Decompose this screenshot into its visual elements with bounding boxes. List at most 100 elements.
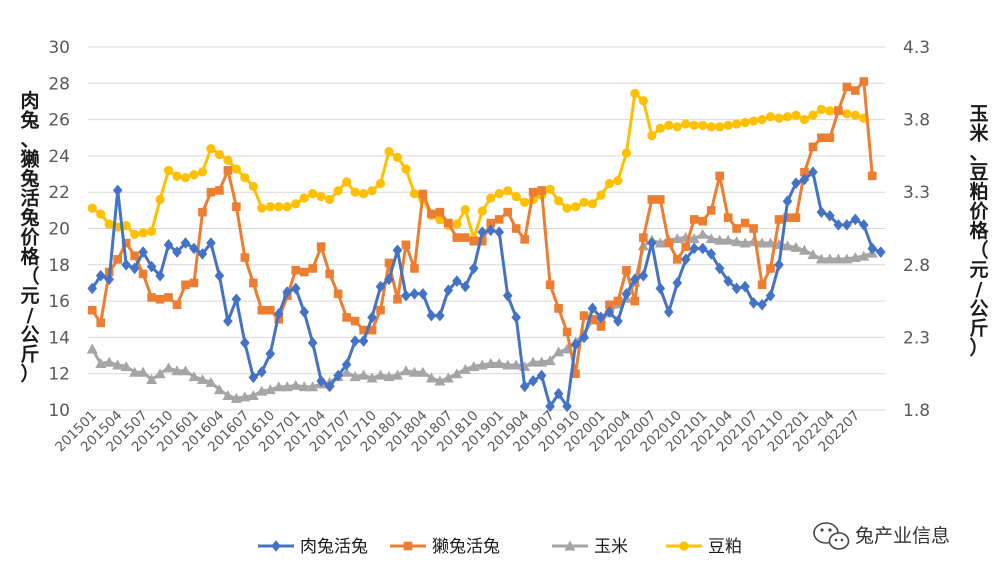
data-point	[164, 293, 173, 302]
data-point	[664, 120, 674, 131]
data-point	[427, 209, 436, 219]
legend-label: 玉米	[594, 537, 628, 557]
data-point	[536, 369, 547, 382]
y-right-title-char: 、	[969, 142, 988, 164]
data-point	[87, 282, 98, 295]
y-left-title-char: 、	[20, 129, 39, 151]
data-point	[807, 249, 819, 260]
y-left-title-char: 兔	[19, 167, 39, 190]
data-point	[215, 186, 224, 195]
data-point	[765, 112, 776, 122]
data-point	[834, 106, 843, 115]
data-point	[410, 264, 419, 273]
data-point	[307, 337, 318, 349]
data-point	[188, 371, 200, 382]
data-point	[544, 355, 556, 366]
data-point	[239, 391, 251, 402]
data-point	[858, 250, 870, 261]
data-point	[358, 335, 369, 347]
data-point	[731, 282, 742, 295]
data-point	[849, 252, 861, 263]
y-right-tick-label: 1.8	[903, 401, 930, 421]
data-point	[654, 237, 666, 248]
data-point	[325, 194, 335, 205]
data-point	[672, 122, 682, 132]
data-point	[672, 277, 683, 289]
data-point	[452, 275, 462, 287]
data-point	[613, 175, 623, 186]
data-point	[316, 191, 326, 202]
data-point	[689, 215, 699, 224]
data-point	[264, 384, 276, 395]
data-point	[426, 309, 437, 322]
data-point	[112, 184, 123, 197]
data-point	[274, 202, 284, 212]
legend-label: 獭兔活兔	[432, 537, 500, 557]
data-point	[554, 304, 563, 313]
data-point	[477, 226, 488, 238]
data-point	[257, 305, 267, 315]
data-point	[121, 259, 131, 271]
y-left-title-char: /	[27, 305, 34, 327]
y-right-title-char: （	[969, 239, 988, 262]
data-point	[875, 246, 886, 258]
data-point	[656, 195, 665, 204]
y-left-title-char: 元	[20, 285, 39, 307]
data-point	[86, 343, 98, 354]
data-point	[808, 110, 818, 120]
data-point	[740, 218, 750, 228]
data-point	[613, 296, 623, 306]
y-left-title-char: 肉	[20, 89, 39, 112]
data-point	[155, 294, 165, 304]
data-point	[299, 267, 309, 277]
data-point	[256, 385, 268, 396]
data-point	[622, 265, 631, 275]
data-point	[468, 262, 479, 275]
data-point	[206, 187, 216, 197]
data-point	[570, 338, 581, 351]
data-point	[596, 322, 606, 331]
legend-label: 肉兔活兔	[300, 537, 368, 557]
data-point	[842, 109, 852, 119]
data-point	[850, 110, 860, 120]
data-point	[476, 359, 488, 370]
data-point	[757, 280, 767, 290]
data-point	[223, 315, 233, 327]
data-point	[604, 178, 615, 189]
data-point	[672, 255, 682, 264]
data-point	[774, 259, 784, 271]
y-left-title-char: 价	[20, 227, 40, 249]
y-right-title-char: 元	[969, 259, 988, 281]
data-point	[816, 104, 827, 115]
data-point	[799, 115, 810, 125]
data-point	[342, 313, 351, 322]
data-point	[783, 213, 792, 222]
data-point	[265, 305, 275, 315]
series-豆粕	[87, 88, 869, 244]
data-point	[613, 315, 623, 327]
data-point	[400, 365, 412, 376]
data-point	[392, 244, 403, 257]
data-point	[723, 275, 733, 287]
legend-marker	[403, 541, 413, 551]
legend-marker	[564, 540, 576, 551]
y-left-tick-label: 12	[48, 365, 70, 385]
data-point	[528, 187, 538, 197]
y-left-tick-label: 14	[48, 328, 70, 348]
data-point	[409, 189, 420, 199]
data-point	[502, 359, 514, 370]
data-point	[392, 152, 403, 162]
data-point	[477, 236, 487, 246]
data-point	[714, 234, 726, 245]
data-point	[545, 184, 555, 194]
data-point	[579, 331, 589, 344]
data-point	[722, 234, 734, 245]
data-point	[103, 356, 115, 367]
y-left-title-char: 公	[20, 324, 39, 346]
data-point	[265, 347, 276, 360]
data-point	[240, 173, 250, 183]
data-point	[732, 224, 741, 233]
data-point	[129, 262, 140, 275]
data-point	[214, 149, 225, 160]
data-point	[519, 380, 530, 393]
